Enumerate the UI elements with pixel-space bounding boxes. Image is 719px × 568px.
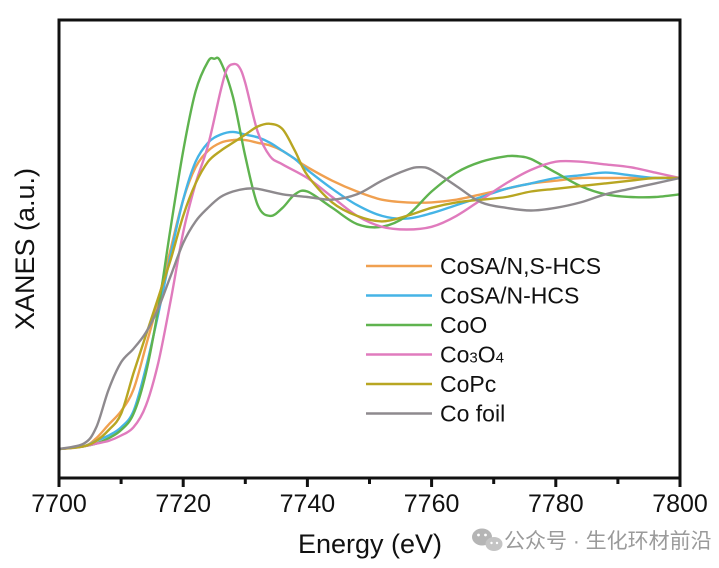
x-tick-label: 7720 — [155, 490, 211, 518]
legend-label: CoPc — [440, 371, 496, 397]
x-axis-tick-labels: 7700 7720 7740 7760 7780 7800 — [31, 490, 708, 518]
wechat-icon — [472, 528, 503, 551]
x-axis-ticks — [57, 478, 682, 487]
y-axis-title: XANES (a.u.) — [10, 168, 40, 330]
x-tick-label: 7800 — [652, 490, 708, 518]
watermark: 公众号 · 生化环材前沿 — [472, 528, 712, 553]
legend-label: Co foil — [440, 401, 505, 427]
x-tick-label: 7740 — [280, 490, 336, 518]
series-line-co3o4 — [57, 62, 682, 451]
series-line-coo — [57, 56, 682, 451]
x-tick-label: 7760 — [404, 490, 460, 518]
x-axis-title: Energy (eV) — [298, 529, 442, 559]
x-tick-label: 7700 — [31, 490, 87, 518]
series-line-copc — [57, 122, 682, 451]
legend-label: CoSA/N-HCS — [440, 283, 579, 309]
legend-label: CoSA/N,S-HCS — [440, 253, 601, 279]
x-tick-label: 7780 — [528, 490, 584, 518]
watermark-text: 公众号 · 生化环材前沿 — [504, 530, 712, 553]
legend-label: CoO — [440, 312, 487, 338]
series-line-co-foil — [57, 165, 682, 451]
plot-lines — [57, 56, 682, 451]
plot-frame — [57, 18, 682, 480]
legend-label: Co3O4 — [440, 342, 504, 368]
series-line-cosa-n-hcs — [57, 130, 682, 451]
legend: CoSA/N,S-HCS CoSA/N-HCS CoO Co3O4 CoPc Co foi… — [366, 253, 601, 427]
